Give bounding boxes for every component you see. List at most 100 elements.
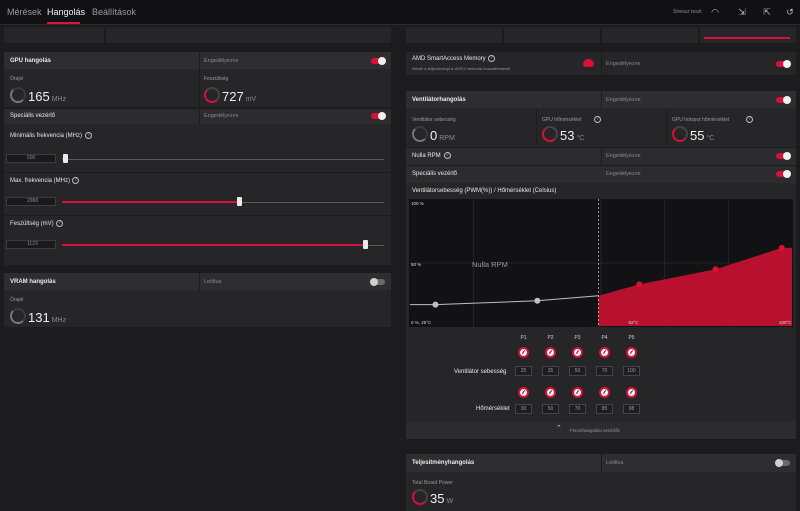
fan-speed-knob[interactable] [518, 347, 529, 358]
point-label: P1 [520, 335, 527, 341]
vram-tuning-toggle[interactable] [370, 278, 385, 286]
export-icon[interactable]: ⇱ [763, 7, 771, 17]
info-icon[interactable]: ? [488, 55, 495, 62]
chevron-up-icon[interactable]: ⌃ [556, 425, 562, 432]
hotspot-label: GPU hotspot hőmérséklet [672, 117, 730, 123]
info-icon[interactable]: ? [85, 132, 92, 139]
zero-rpm-overlay: Nulla RPM [472, 260, 508, 269]
temperature-input[interactable]: 70 [569, 404, 586, 414]
temperature-input[interactable]: 50 [542, 404, 559, 414]
perf-tuning-toggle[interactable] [775, 459, 790, 467]
x-max-label: 100°C [779, 320, 792, 325]
tab-tuning[interactable]: Hangolás [47, 7, 86, 17]
threshold-temp-label: 62°C [628, 320, 639, 325]
max-freq-slider-thumb[interactable] [237, 197, 242, 206]
gpu-temp-gauge-icon [542, 126, 558, 142]
smart-access-toggle[interactable] [776, 60, 791, 68]
point-label: P2 [547, 335, 554, 341]
vram-tuning-panel: VRAM hangolás Letiltva Órajel 131 MHz [4, 273, 391, 327]
tab-settings[interactable]: Beállítások [92, 7, 137, 17]
divider [406, 165, 796, 166]
gpu-tuning-toggle[interactable] [371, 57, 386, 65]
fan-speed-input[interactable]: 25 [515, 366, 532, 376]
vram-clock-value: 131 MHz [28, 310, 67, 325]
info-icon[interactable]: ? [444, 152, 451, 159]
info-icon[interactable]: ? [56, 220, 63, 227]
fan-special-control-status: Engedélyezve [606, 171, 641, 177]
temperature-input[interactable]: 85 [596, 404, 613, 414]
divider [4, 172, 391, 173]
voltage-mv-fill [62, 244, 365, 246]
power-gauge-icon [412, 489, 428, 505]
fan-curve-point-1[interactable] [432, 301, 439, 308]
info-icon[interactable]: ? [746, 116, 753, 123]
fan-speed-input[interactable]: 70 [596, 366, 613, 376]
fan-special-control-toggle[interactable] [776, 170, 791, 178]
fan-curve-point-4[interactable] [712, 266, 719, 273]
perf-tuning-status: Letiltva [606, 460, 624, 466]
smart-access-status: Engedélyezve [606, 61, 641, 67]
perf-tuning-title: Teljesítményhangolás [412, 460, 475, 466]
fan-curve-point-2[interactable] [534, 297, 541, 304]
min-freq-slider-thumb[interactable] [63, 154, 68, 163]
fan-curve-points[interactable] [432, 244, 785, 308]
temperature-input[interactable]: 98 [623, 404, 640, 414]
tab-measurements[interactable]: Mérések [7, 7, 42, 17]
divider [4, 215, 391, 216]
power-value: 35 W [430, 491, 454, 506]
divider [666, 108, 667, 146]
temperature-knob[interactable] [572, 387, 583, 398]
fan-speed-input[interactable]: 35 [542, 366, 559, 376]
voltage-mv-input[interactable]: 1123 [6, 240, 56, 249]
temperature-input[interactable]: 30 [515, 404, 532, 414]
fan-speed-knob[interactable] [599, 347, 610, 358]
info-icon[interactable]: ? [594, 116, 601, 123]
temperature-knob[interactable] [518, 387, 529, 398]
voltage-mv-label: Feszültség (mV) [10, 221, 54, 227]
fan-speed-knob[interactable] [545, 347, 556, 358]
hotspot-gauge-icon [672, 126, 688, 142]
fan-tuning-status: Engedélyezve [606, 97, 641, 103]
temperature-knob[interactable] [545, 387, 556, 398]
temperature-knob[interactable] [626, 387, 637, 398]
import-icon[interactable]: ⇲ [738, 7, 746, 17]
clock-gauge-icon [10, 87, 26, 103]
special-control-row [4, 109, 391, 124]
divider [601, 52, 602, 75]
fan-speed-knob[interactable] [626, 347, 637, 358]
speed-row-label: Ventilátor sebesség [454, 369, 507, 375]
voltage-label: Feszültség [204, 76, 229, 82]
fan-speed-input[interactable]: 50 [569, 366, 586, 376]
reset-icon[interactable]: ↺ [786, 7, 794, 17]
zero-rpm-toggle[interactable] [776, 152, 791, 160]
voltage-mv-slider-thumb[interactable] [363, 240, 368, 249]
temperature-knob[interactable] [599, 387, 610, 398]
fan-curve-point-5[interactable] [778, 244, 785, 251]
origin-label: 0 %, 25°C [411, 320, 432, 325]
vram-tuning-header [4, 273, 391, 290]
max-freq-input[interactable]: 2988 [6, 197, 56, 206]
special-control-label: Speciális vezérlő [10, 113, 56, 119]
speedometer-icon[interactable]: ◠ [711, 7, 719, 17]
fan-curve-point-3[interactable] [636, 281, 643, 288]
stress-test-label[interactable]: Stressz teszt [673, 9, 702, 15]
divider [601, 454, 602, 472]
fan-curve-chart[interactable]: 100 % 50 % 0 %, 25°C Nulla RPM 62°C 100°… [409, 199, 793, 327]
info-icon[interactable]: ? [72, 177, 79, 184]
top-navigation-bar: Mérések Hangolás Beállítások Stressz tes… [0, 0, 800, 25]
y-mid-label: 50 % [411, 262, 421, 267]
fan-speed-input[interactable]: 100 [623, 366, 640, 376]
max-freq-fill [62, 201, 239, 203]
fan-curve-inactive-line [410, 295, 599, 306]
fan-tuning-toggle[interactable] [776, 96, 791, 104]
divider [536, 108, 537, 146]
point-label: P5 [628, 335, 635, 341]
special-control-toggle[interactable] [371, 112, 386, 120]
collapse-controls-bar[interactable] [406, 422, 796, 439]
min-freq-input[interactable]: 500 [6, 154, 56, 163]
collapse-controls-label[interactable]: Finomhangolási vezérlők [570, 428, 620, 433]
fan-speed-knob[interactable] [572, 347, 583, 358]
fan-curve-title: Ventilátorsebesség (PWM(%)) / Hőmérsékle… [412, 188, 557, 194]
active-tab-indicator [47, 22, 80, 24]
collapsed-strip [106, 27, 391, 43]
